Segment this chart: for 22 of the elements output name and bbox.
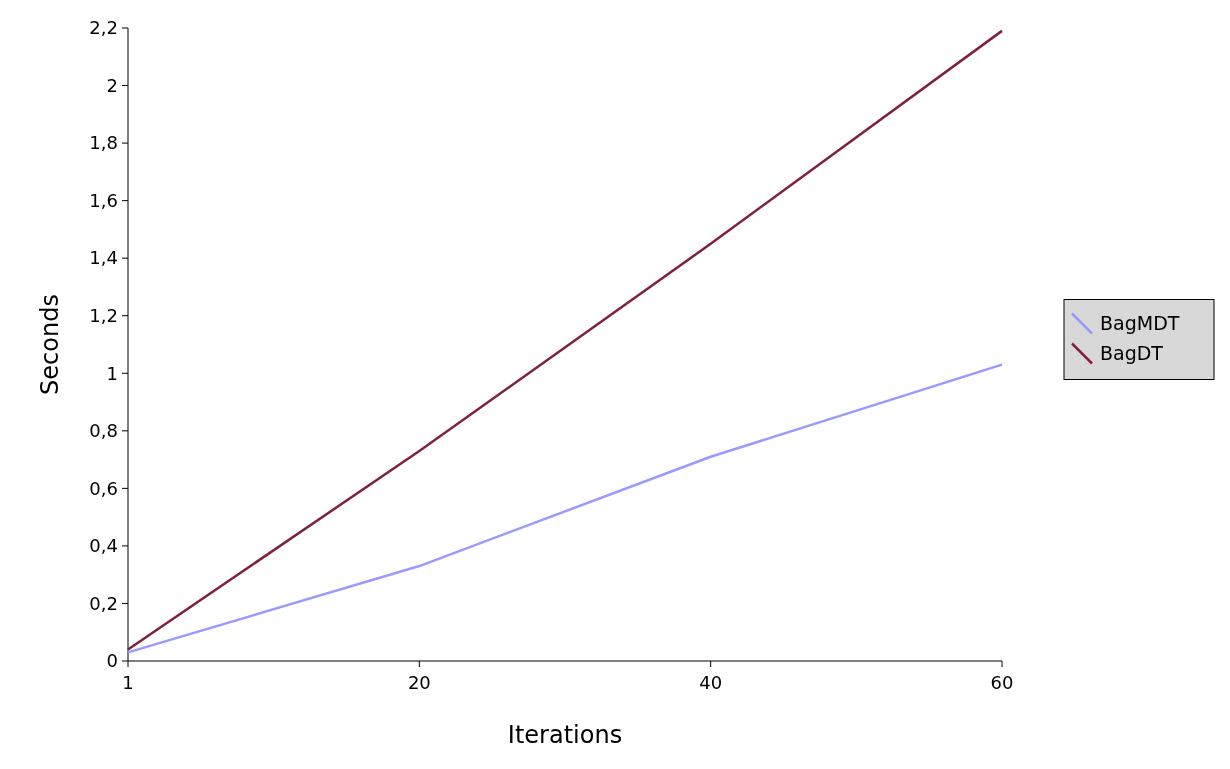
y-tick-label: 0,8 <box>89 420 118 442</box>
x-tick-label: 1 <box>122 672 134 693</box>
x-tick-label: 60 <box>990 672 1014 693</box>
y-tick-label: 1,2 <box>89 305 118 327</box>
y-axis-title: Seconds <box>36 294 64 395</box>
x-axis-title: Iterations <box>507 721 623 749</box>
x-tick-label: 40 <box>699 672 723 693</box>
x-tick-label: 20 <box>407 672 431 693</box>
y-tick-label: 1 <box>106 362 118 384</box>
y-tick-label: 0,4 <box>89 535 118 557</box>
y-tick-label: 2 <box>106 74 118 96</box>
legend-label: BagDT <box>1100 342 1164 365</box>
y-tick-label: 0,2 <box>89 592 118 614</box>
y-tick-label: 1,8 <box>89 132 118 154</box>
y-tick-label: 2,2 <box>89 17 118 39</box>
y-tick-label: 0,6 <box>89 477 118 499</box>
y-tick-label: 0 <box>106 650 118 672</box>
line-series <box>126 363 1004 654</box>
line-series <box>126 29 1004 651</box>
y-tick-label: 1,6 <box>89 189 118 211</box>
y-tick-label: 1,4 <box>89 247 118 269</box>
legend-label: BagMDT <box>1100 312 1180 335</box>
